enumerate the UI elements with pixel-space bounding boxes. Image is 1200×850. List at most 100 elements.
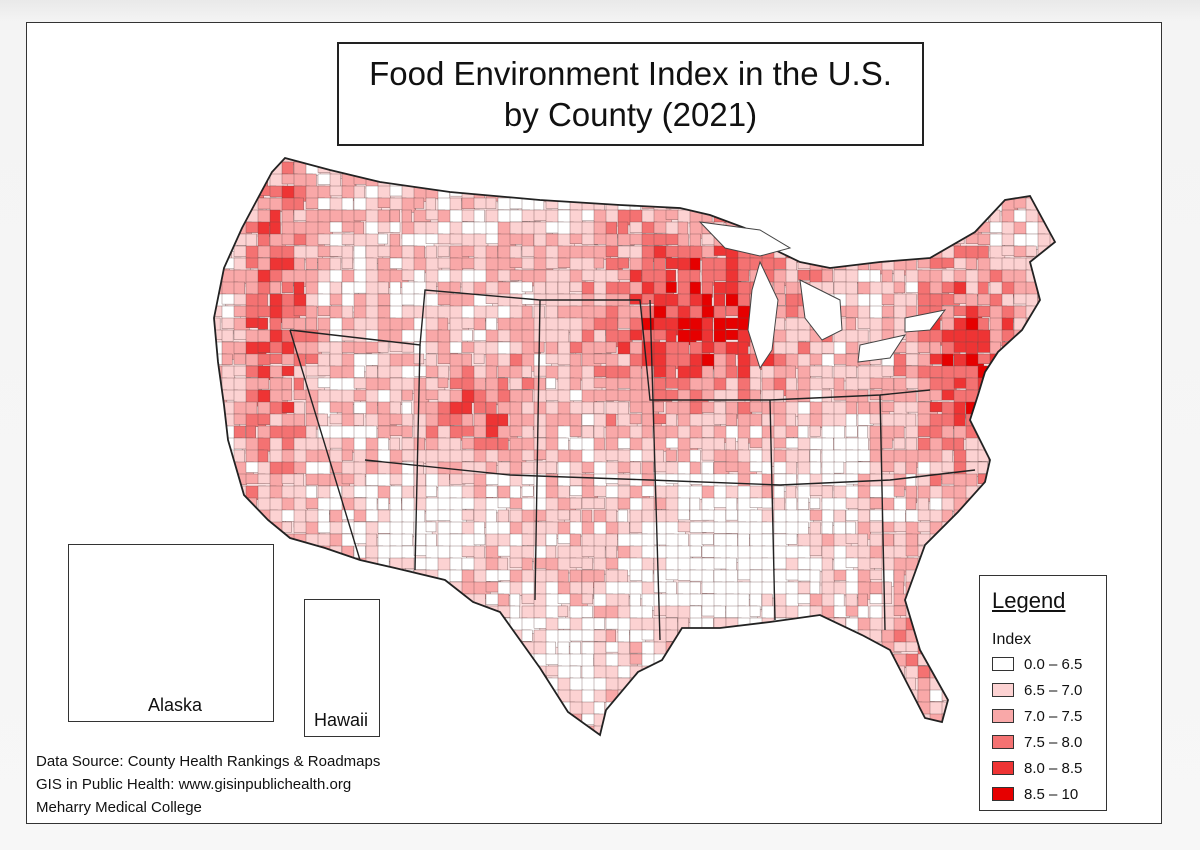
county-cell [293, 665, 304, 679]
county-cell [401, 173, 421, 187]
county-cell [665, 173, 686, 186]
county-cell [881, 161, 893, 178]
county-cell [389, 365, 404, 378]
county-cell [1025, 461, 1039, 473]
county-cell [713, 161, 725, 173]
county-cell [461, 641, 477, 655]
county-cell [977, 389, 993, 408]
county-cell [689, 677, 702, 690]
county-cell [857, 245, 870, 261]
county-cell [953, 185, 971, 203]
county-cell [413, 593, 425, 608]
county-cell [425, 221, 440, 236]
county-cell [413, 701, 428, 714]
county-cell [725, 653, 738, 670]
county-cell [214, 233, 230, 251]
map-title-line-2: by County (2021) [503, 96, 758, 133]
county-cell [293, 545, 307, 558]
county-cell [1001, 233, 1015, 246]
county-cell [665, 269, 676, 282]
county-cell [797, 269, 810, 281]
county-cell [809, 209, 822, 222]
county-cell [1037, 341, 1054, 360]
county-cell [821, 461, 836, 475]
county-cell [509, 581, 524, 596]
county-cell [893, 593, 912, 606]
county-cell [677, 677, 696, 695]
county-cell [713, 617, 727, 634]
county-cell [833, 221, 848, 239]
county-cell [214, 221, 230, 240]
county-cell [317, 305, 331, 316]
county-cell [413, 437, 425, 451]
county-cell [941, 581, 955, 597]
county-cell [1025, 425, 1038, 443]
county-cell [233, 497, 250, 514]
county-cell [461, 617, 478, 634]
county-cell [761, 185, 775, 200]
county-cell [785, 497, 798, 511]
county-cell [497, 713, 512, 726]
county-cell [989, 449, 1009, 463]
county-cell [906, 738, 918, 749]
county-cell [389, 617, 410, 636]
county-cell [413, 641, 431, 655]
county-cell [965, 533, 977, 551]
county-cell [353, 365, 365, 378]
county-cell [1037, 437, 1054, 449]
county-cell [689, 497, 701, 511]
county-cell [761, 713, 776, 732]
county-cell [798, 738, 816, 748]
county-cell [641, 185, 654, 202]
county-cell [1037, 161, 1052, 176]
county-cell [941, 185, 963, 201]
county-cell [833, 653, 853, 667]
county-cell [797, 689, 818, 706]
county-cell [917, 293, 932, 306]
county-cell [713, 653, 726, 669]
county-cell [737, 161, 752, 176]
county-cell [293, 401, 305, 415]
credits: Data Source: County Health Rankings & Ro… [36, 750, 380, 819]
county-cell [965, 209, 976, 225]
county-cell [365, 509, 380, 522]
county-cell [833, 629, 848, 647]
county-cell [497, 158, 516, 163]
county-cell [341, 257, 353, 269]
county-cell [773, 629, 784, 642]
county-cell [401, 473, 415, 487]
county-cell [761, 725, 774, 735]
county-cell [509, 158, 521, 165]
county-cell [329, 581, 345, 599]
county-cell [581, 173, 602, 187]
county-cell [881, 713, 894, 727]
county-cell [581, 605, 593, 618]
county-cell [214, 161, 227, 173]
county-cell [797, 569, 812, 582]
county-cell [881, 365, 894, 377]
county-cell [653, 377, 666, 391]
county-cell [449, 677, 469, 696]
county-cell [1001, 509, 1012, 522]
county-cell [1025, 245, 1037, 257]
county-cell [713, 725, 734, 735]
county-cell [917, 617, 937, 632]
county-cell [437, 317, 449, 332]
county-cell [737, 725, 751, 735]
county-cell [425, 713, 437, 729]
county-cell [509, 173, 521, 192]
county-cell [449, 521, 464, 535]
county-cell [941, 497, 955, 512]
county-cell [461, 689, 482, 706]
county-cell [353, 581, 370, 594]
county-cell [437, 521, 452, 535]
county-cell [881, 305, 895, 318]
county-cell [593, 401, 605, 414]
county-cell [214, 521, 226, 533]
county-cell [401, 713, 422, 727]
county-cell [857, 725, 874, 735]
county-cell [797, 233, 812, 249]
county-cell [918, 738, 931, 748]
county-cell [893, 725, 905, 735]
county-cell [881, 197, 896, 212]
